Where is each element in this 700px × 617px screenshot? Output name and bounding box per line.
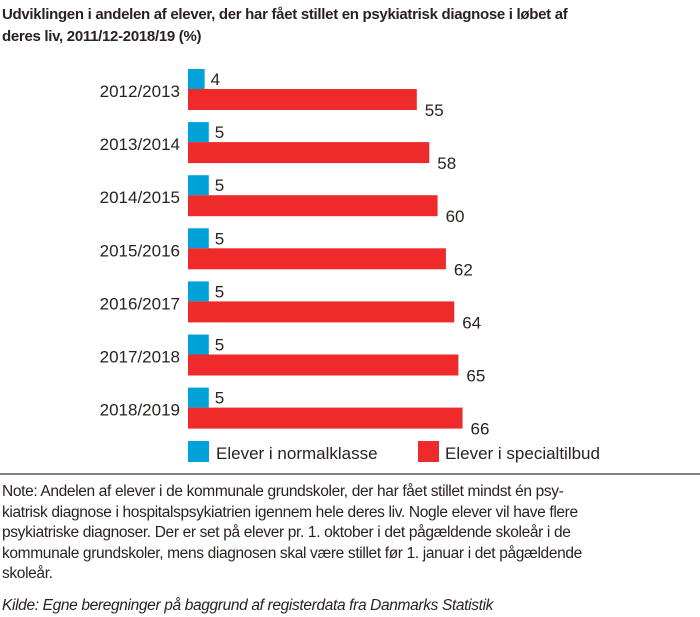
note-line: kommunale grundskoler, mens diagnosen sk… [2,544,582,562]
note-line: psykiatriske diagnoser. Der er set på el… [2,524,571,541]
legend-label-normalklasse: Elever i normalklasse [216,444,378,463]
bar-normalklasse [188,175,209,196]
category-label: 2013/2014 [100,135,180,154]
data-label-normalklasse: 5 [215,123,224,142]
category-label: 2015/2016 [100,241,180,260]
source: Kilde: Egne beregninger på baggrund af r… [2,597,494,614]
category-label: 2016/2017 [100,294,180,313]
bar-chart: 2012/20134552013/20145582014/20155602015… [100,69,600,463]
legend-swatch-normalklasse [188,441,209,462]
data-label-specialtilbud: 66 [471,420,490,439]
divider [0,473,700,475]
note: Note: Andelen af elever i de kommunale g… [2,482,582,585]
bar-normalklasse [188,281,209,302]
data-label-normalklasse: 5 [215,176,224,195]
bar-normalklasse [188,334,209,355]
data-label-specialtilbud: 64 [462,313,481,332]
data-label-normalklasse: 5 [215,282,224,301]
category-label: 2014/2015 [100,188,180,207]
bar-specialtilbud [188,301,455,323]
data-label-normalklasse: 5 [215,389,224,408]
category-label: 2017/2018 [100,348,180,367]
category-label: 2012/2013 [100,82,180,101]
data-label-specialtilbud: 60 [446,207,465,226]
data-label-specialtilbud: 58 [437,154,456,173]
bar-normalklasse [188,387,209,408]
legend-swatch-specialtilbud [418,441,439,462]
data-label-specialtilbud: 65 [466,367,485,386]
chart-title-line: deres liv, 2011/12-2018/19 (%) [2,28,202,45]
bar-specialtilbud [188,195,438,217]
data-label-normalklasse: 5 [215,336,224,355]
bar-specialtilbud [188,248,446,270]
bar-specialtilbud [188,407,463,429]
note-line: kiatrisk diagnose i hospitalspsykiatrien… [2,503,578,521]
note-line: skoleår. [2,565,53,582]
chart-title: Udviklingen i andelen af elever, der har… [2,4,700,48]
bar-specialtilbud [188,142,430,164]
bar-normalklasse [188,228,209,249]
chart-title-line: Udviklingen i andelen af elever, der har… [2,6,568,23]
bar-specialtilbud [188,354,459,376]
data-label-specialtilbud: 62 [454,260,473,279]
note-line: Note: Andelen af elever i de kommunale g… [2,483,564,500]
data-label-specialtilbud: 55 [425,101,444,120]
bar-specialtilbud [188,89,417,110]
bar-normalklasse [188,69,205,89]
data-label-normalklasse: 4 [211,70,220,89]
category-label: 2018/2019 [100,401,180,420]
bar-normalklasse [188,122,209,143]
data-label-normalklasse: 5 [215,229,224,248]
legend-label-specialtilbud: Elever i specialtilbud [445,444,600,463]
